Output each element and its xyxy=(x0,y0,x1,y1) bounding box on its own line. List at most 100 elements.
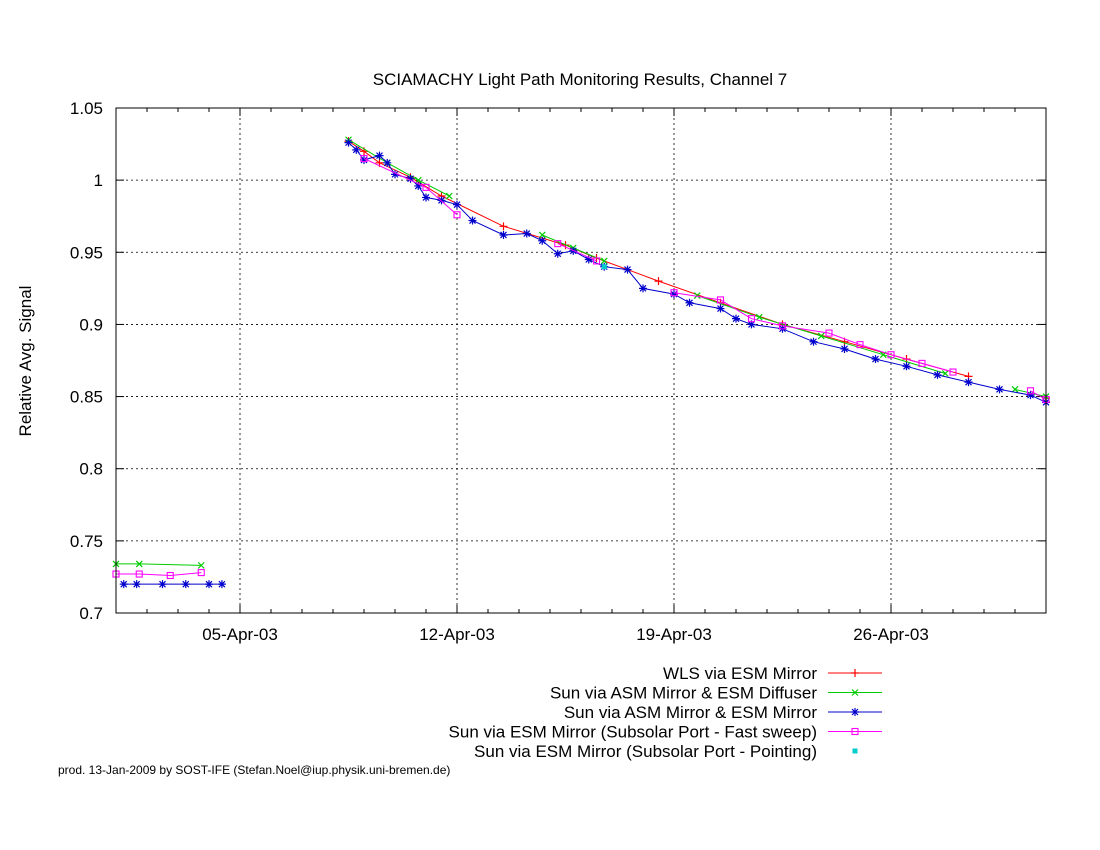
data-point xyxy=(670,290,678,299)
data-point xyxy=(1026,387,1035,395)
y-axis-label: Relative Avg. Signal xyxy=(16,286,35,437)
plot-area xyxy=(112,136,1050,589)
data-point xyxy=(887,351,895,359)
data-point xyxy=(995,385,1004,394)
data-point xyxy=(375,151,384,160)
data-point xyxy=(360,155,368,164)
data-point xyxy=(453,200,461,209)
data-point xyxy=(601,264,607,270)
y-tick-label: 1.05 xyxy=(70,99,103,118)
data-point xyxy=(840,344,849,353)
data-point xyxy=(553,249,562,258)
data-point xyxy=(422,193,430,202)
series-line xyxy=(116,158,1047,577)
data-point xyxy=(383,158,392,167)
data-point xyxy=(197,569,205,577)
legend: WLS via ESM Mirror Sun via ASM Mirror & E… xyxy=(449,664,882,761)
data-point xyxy=(554,240,562,248)
data-point xyxy=(352,145,361,154)
data-point xyxy=(422,183,430,191)
data-point xyxy=(158,580,167,589)
data-point xyxy=(135,570,143,578)
x-tick-label: 05-Apr-03 xyxy=(202,625,278,644)
data-point xyxy=(856,341,864,349)
data-point xyxy=(181,580,190,589)
data-point xyxy=(809,337,818,346)
data-point xyxy=(217,580,226,589)
data-point xyxy=(902,362,911,371)
data-point xyxy=(197,561,205,569)
legend-marker xyxy=(852,748,858,754)
data-point xyxy=(445,192,453,200)
series-3 xyxy=(112,154,1050,580)
legend-label: WLS via ESM Mirror xyxy=(663,664,817,683)
y-tick-label: 0.75 xyxy=(70,532,103,551)
data-point xyxy=(685,298,694,307)
data-point xyxy=(468,216,477,225)
x-tick-label: 19-Apr-03 xyxy=(636,625,712,644)
legend-label: Sun via ASM Mirror & ESM Mirror xyxy=(564,703,817,722)
data-point xyxy=(755,313,763,321)
data-point xyxy=(747,320,756,329)
data-point xyxy=(132,580,141,589)
data-point xyxy=(623,265,632,274)
data-point xyxy=(747,315,756,323)
chart-title: SCIAMACHY Light Path Monitoring Results,… xyxy=(373,70,788,89)
x-tick-label: 12-Apr-03 xyxy=(419,625,495,644)
data-point xyxy=(732,314,740,323)
x-tick-label: 26-Apr-03 xyxy=(853,625,929,644)
legend-label: Sun via ESM Mirror (Subsolar Port - Poin… xyxy=(474,742,817,761)
data-point xyxy=(414,176,422,184)
legend-marker xyxy=(851,708,859,716)
legend-marker xyxy=(851,669,859,677)
data-point xyxy=(949,368,957,376)
plot-frame xyxy=(115,107,1047,614)
y-tick-label: 0.85 xyxy=(70,388,103,407)
data-point xyxy=(639,284,647,293)
data-point xyxy=(166,571,174,580)
data-point xyxy=(522,229,531,238)
legend-marker xyxy=(851,727,859,736)
data-point xyxy=(941,370,949,377)
data-point xyxy=(1011,385,1019,393)
data-point xyxy=(825,329,833,337)
data-point xyxy=(871,355,880,364)
data-point xyxy=(499,230,508,239)
axis-ticks: 0.7 0.75 0.8 0.85 0.9 0.95 1 1.05 05-Apr-03 12-Ap… xyxy=(70,99,1046,644)
data-point xyxy=(1026,391,1035,400)
y-tick-label: 0.8 xyxy=(79,460,103,479)
data-point xyxy=(600,257,608,265)
y-tick-label: 0.9 xyxy=(79,315,103,334)
series-line xyxy=(123,142,1047,585)
series-1 xyxy=(112,136,1050,569)
data-point xyxy=(716,296,725,304)
data-point xyxy=(693,292,701,299)
y-tick-label: 0.95 xyxy=(70,243,103,262)
data-point xyxy=(918,359,926,367)
legend-label: Sun via ESM Mirror (Subsolar Port - Fast… xyxy=(449,723,817,742)
data-point xyxy=(964,378,973,387)
data-point xyxy=(119,580,128,589)
data-point xyxy=(437,196,446,205)
data-point xyxy=(538,236,547,245)
y-tick-label: 0.7 xyxy=(79,604,103,623)
series-0 xyxy=(344,137,1050,403)
data-point xyxy=(205,580,213,589)
series-line xyxy=(349,141,1047,398)
data-point xyxy=(592,257,601,265)
series-4 xyxy=(601,264,607,270)
footer-credit: prod. 13-Jan-2009 by SOST-IFE (Stefan.No… xyxy=(58,763,451,777)
data-point xyxy=(406,174,415,183)
data-point xyxy=(538,231,546,239)
legend-marker xyxy=(851,689,859,696)
data-point xyxy=(933,370,942,379)
series-line xyxy=(116,139,1047,566)
data-point xyxy=(654,277,663,286)
y-tick-label: 1 xyxy=(94,171,103,190)
data-point xyxy=(499,222,508,231)
data-point xyxy=(778,322,787,330)
data-point xyxy=(716,304,725,313)
data-point xyxy=(344,138,353,147)
data-point xyxy=(391,170,399,179)
